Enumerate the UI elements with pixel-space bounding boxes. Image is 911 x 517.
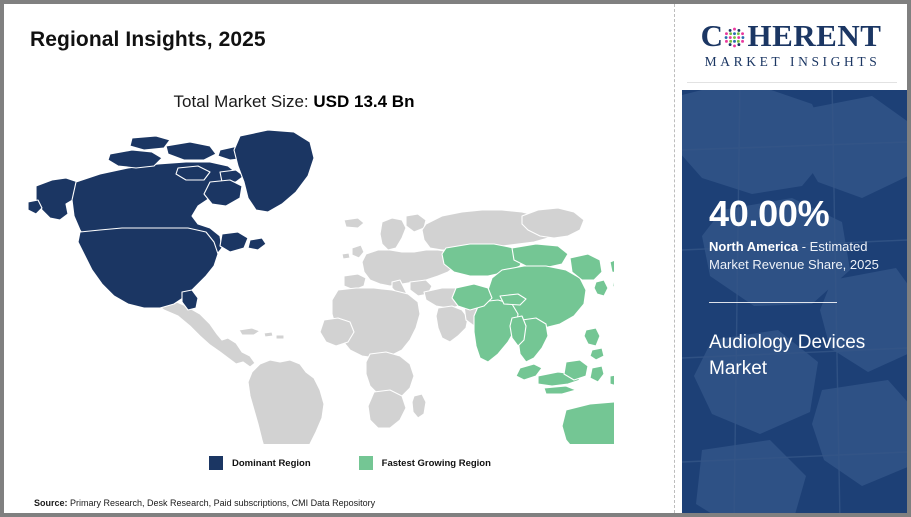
- map-legend: Dominant Region Fastest Growing Region: [209, 456, 491, 470]
- legend-label-dominant: Dominant Region: [232, 457, 311, 469]
- logo-subtitle: MARKET INSIGHTS: [704, 54, 881, 69]
- logo-underline: [687, 82, 897, 83]
- legend-item-dominant: Dominant Region: [209, 456, 311, 470]
- stat-region-name: North America: [709, 239, 799, 254]
- stat-panel: 40.00% North America - Estimated Market …: [682, 90, 907, 513]
- market-size-value: USD 13.4 Bn: [313, 92, 415, 111]
- stat-description: North America - Estimated Market Revenue…: [709, 238, 889, 275]
- right-column: C: [675, 4, 907, 513]
- panel-divider-rule: [709, 302, 837, 303]
- dotted-globe-icon: [723, 26, 746, 49]
- logo-word-herent: HERENT: [747, 18, 882, 53]
- map-region-asia-pacific: [441, 243, 614, 444]
- total-market-size: Total Market Size: USD 13.4 Bn: [4, 92, 584, 112]
- stat-percentage: 40.00%: [709, 193, 830, 234]
- world-map: [14, 124, 614, 444]
- left-panel: Regional Insights, 2025 Total Market Siz…: [4, 4, 674, 513]
- source-label: Source:: [34, 498, 68, 508]
- map-region-north-america: [27, 129, 315, 311]
- market-name: Audiology Devices Market: [709, 332, 866, 379]
- brand-logo: C: [675, 20, 907, 70]
- legend-item-fastest-growing: Fastest Growing Region: [358, 456, 491, 470]
- green-square-swatch: [358, 456, 373, 470]
- panel-map-watermark: [682, 90, 907, 513]
- source-text: Primary Research, Desk Research, Paid su…: [70, 498, 376, 508]
- stat-description-text: - Estimated Market Revenue Share, 2025: [709, 239, 879, 273]
- market-size-label: Total Market Size:: [173, 92, 309, 111]
- panel-divider: [674, 4, 675, 513]
- navy-square-swatch: [209, 456, 223, 470]
- infographic-canvas: Regional Insights, 2025 Total Market Siz…: [4, 4, 907, 513]
- page-title: Regional Insights, 2025: [30, 28, 266, 51]
- source-note: Source: Primary Research, Desk Research,…: [34, 498, 375, 508]
- legend-label-fastest-growing: Fastest Growing Region: [381, 457, 491, 469]
- world-map-svg: [27, 129, 614, 444]
- logo-letter-c: C: [700, 18, 724, 53]
- logo-wordmark: C: [701, 20, 882, 51]
